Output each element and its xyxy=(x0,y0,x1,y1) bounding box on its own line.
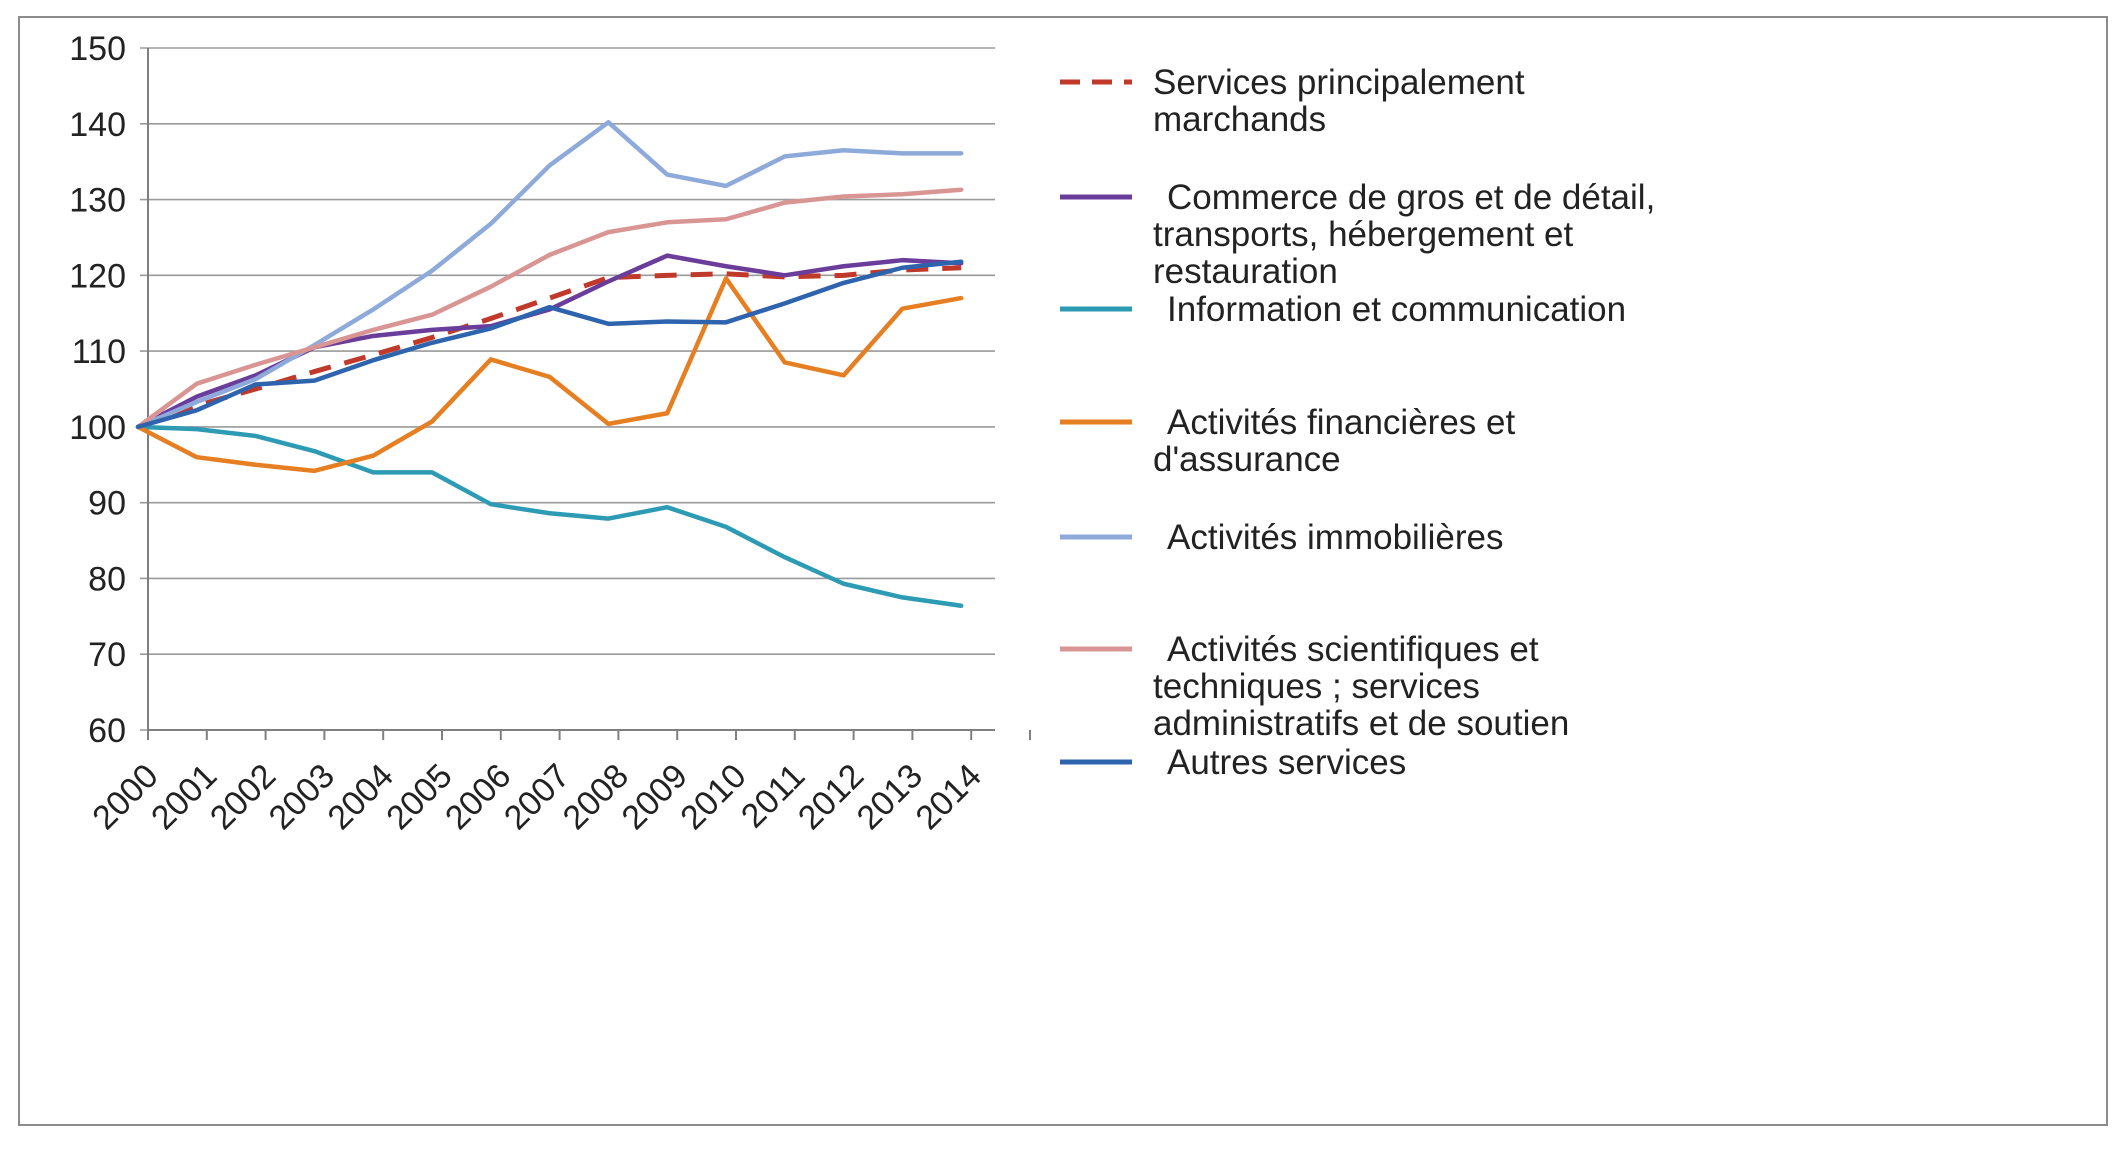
x-tick-label: 2010 xyxy=(673,757,753,837)
legend-label: Autres services xyxy=(1167,743,1406,782)
legend-label: Activités immobilières xyxy=(1167,518,1503,557)
legend-label: Activités financières et xyxy=(1167,403,1515,442)
x-tick-label: 2004 xyxy=(321,757,401,837)
legend-label: Activités scientifiques et xyxy=(1167,630,1539,669)
legend-label: marchands xyxy=(1153,100,1326,139)
y-tick-label: 150 xyxy=(69,30,126,68)
y-tick-label: 80 xyxy=(88,560,126,598)
x-tick-label: 2003 xyxy=(262,757,342,837)
x-tick-label: 2008 xyxy=(556,757,636,837)
series-lines xyxy=(135,120,964,608)
x-axis-ticks: 2000200120022003200420052006200720082009… xyxy=(85,730,1031,837)
legend-label: Services principalement xyxy=(1153,63,1525,102)
legend-label: administratifs et de soutien xyxy=(1153,704,1569,743)
series-line-1 xyxy=(135,253,964,430)
y-tick-label: 60 xyxy=(88,712,126,750)
x-tick-label: 2013 xyxy=(850,757,930,837)
legend-label: restauration xyxy=(1153,252,1338,291)
x-tick-label: 2001 xyxy=(144,757,224,837)
y-tick-label: 140 xyxy=(69,106,126,144)
series-line-4 xyxy=(135,120,964,430)
x-tick-label: 2012 xyxy=(791,757,871,837)
x-tick-label: 2007 xyxy=(497,757,577,837)
x-tick-label: 2000 xyxy=(85,757,165,837)
y-axis-ticks: 150 140 130 120 110 100 90 80 70 60 xyxy=(69,30,126,750)
series-line-0 xyxy=(137,265,962,430)
y-tick-label: 130 xyxy=(69,182,126,220)
legend-label: transports, hébergement et xyxy=(1153,215,1574,254)
chart-frame: 150 140 130 120 110 100 90 80 70 60 2000 2001 2002 2… xyxy=(18,16,2108,1126)
y-tick-label: 70 xyxy=(88,636,126,674)
x-tick-label: 2014 xyxy=(909,757,989,837)
series-line-3 xyxy=(135,276,964,474)
legend-label: techniques ; services xyxy=(1153,667,1480,706)
x-tick-label: 2011 xyxy=(734,757,813,836)
legend-label: Information et communication xyxy=(1167,290,1626,329)
series-line-6 xyxy=(135,259,964,430)
x-tick-label: 2005 xyxy=(379,757,459,837)
y-tick-label: 120 xyxy=(69,257,126,295)
series-line-2 xyxy=(135,424,964,608)
x-tick-label: 2006 xyxy=(438,757,518,837)
legend-label: Commerce de gros et de détail, xyxy=(1167,178,1655,217)
y-tick-label: 90 xyxy=(88,485,126,523)
y-tick-label: 100 xyxy=(69,409,126,447)
x-tick-label: 2002 xyxy=(203,757,283,837)
legend-label: d'assurance xyxy=(1153,440,1341,479)
x-tick-label: 2009 xyxy=(615,757,695,837)
series-line-5 xyxy=(135,187,964,430)
y-tick-label: 110 xyxy=(72,333,126,371)
